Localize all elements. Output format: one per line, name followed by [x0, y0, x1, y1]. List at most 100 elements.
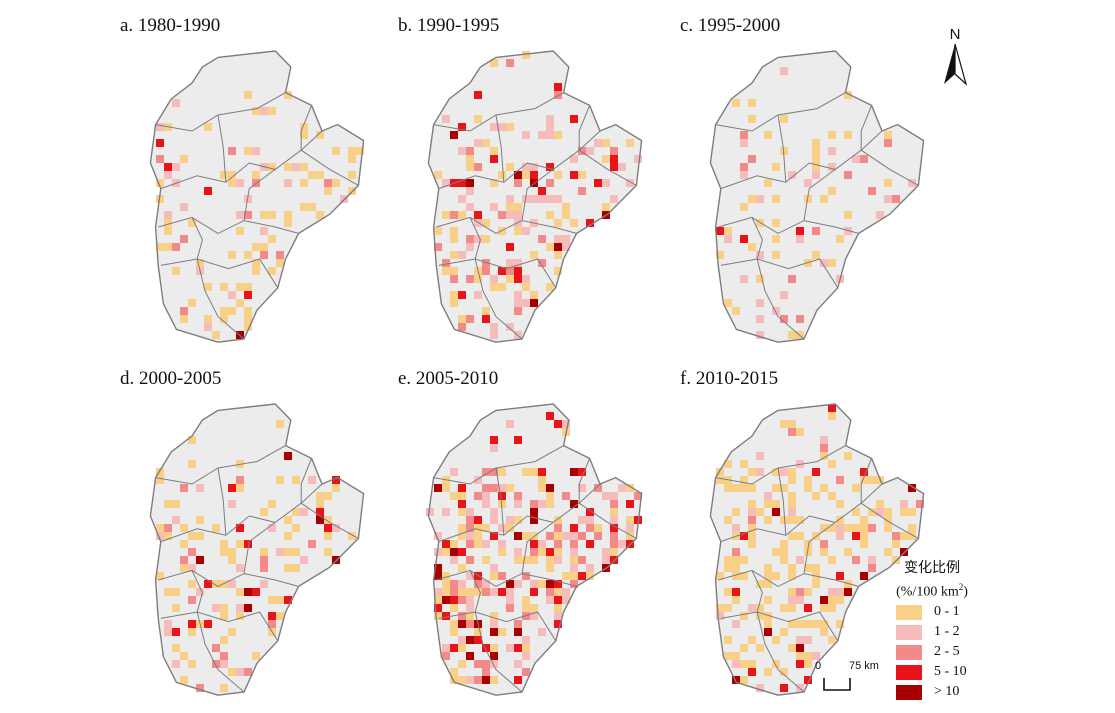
- change-cell: [490, 612, 498, 620]
- change-cell: [820, 524, 828, 532]
- panel-title-c: c. 1995-2000: [680, 15, 781, 36]
- change-cell: [514, 556, 522, 564]
- change-cell: [490, 323, 498, 331]
- change-cell: [204, 323, 212, 331]
- change-cell: [458, 500, 466, 508]
- change-cell: [788, 508, 796, 516]
- change-cell: [466, 556, 474, 564]
- change-cell: [740, 484, 748, 492]
- change-cell: [252, 147, 260, 155]
- change-cell: [316, 508, 324, 516]
- change-cell: [482, 492, 490, 500]
- district-boundary: [300, 105, 359, 186]
- change-cell: [434, 227, 442, 235]
- change-cell: [490, 436, 498, 444]
- change-cell: [236, 604, 244, 612]
- change-cell: [458, 548, 466, 556]
- change-cell: [220, 652, 228, 660]
- district-boundary: [438, 258, 557, 289]
- change-cell: [900, 508, 908, 516]
- change-cell: [828, 187, 836, 195]
- change-cell: [852, 508, 860, 516]
- change-cell: [796, 636, 804, 644]
- legend-swatch-0-1: [896, 604, 922, 620]
- change-cell: [188, 620, 196, 628]
- change-cell: [172, 267, 180, 275]
- change-cell: [292, 476, 300, 484]
- change-cell: [474, 516, 482, 524]
- change-cell: [724, 588, 732, 596]
- change-cell: [884, 131, 892, 139]
- change-cell: [220, 684, 228, 692]
- change-cell: [828, 556, 836, 564]
- change-cell: [522, 652, 530, 660]
- change-cell: [788, 564, 796, 572]
- change-cell: [284, 596, 292, 604]
- change-cell: [756, 299, 764, 307]
- change-cell: [490, 652, 498, 660]
- change-cell: [164, 500, 172, 508]
- district-boundary: [474, 611, 523, 693]
- change-cell: [836, 572, 844, 580]
- change-cell: [308, 203, 316, 211]
- change-cell: [884, 548, 892, 556]
- change-cell: [458, 123, 466, 131]
- change-cell: [732, 620, 740, 628]
- district-boundary: [196, 611, 245, 693]
- change-cell: [586, 540, 594, 548]
- change-cell: [156, 524, 164, 532]
- change-cell: [466, 179, 474, 187]
- change-cell: [466, 315, 474, 323]
- change-cell: [442, 267, 450, 275]
- change-cell: [812, 139, 820, 147]
- change-cell: [260, 564, 268, 572]
- change-cell: [172, 500, 180, 508]
- change-cell: [514, 203, 522, 211]
- change-cell: [220, 540, 228, 548]
- change-cell: [828, 596, 836, 604]
- change-cell: [780, 291, 788, 299]
- change-cell: [164, 628, 172, 636]
- change-cell: [324, 492, 332, 500]
- change-cell: [482, 644, 490, 652]
- change-cell: [482, 235, 490, 243]
- change-cell: [756, 508, 764, 516]
- change-cell: [836, 516, 844, 524]
- change-cell: [260, 227, 268, 235]
- change-cell: [450, 492, 458, 500]
- district-boundary: [191, 217, 203, 260]
- change-cell: [740, 612, 748, 620]
- change-cell: [554, 548, 562, 556]
- change-cell: [908, 524, 916, 532]
- change-cell: [780, 668, 788, 676]
- change-cell: [156, 179, 164, 187]
- change-cell: [538, 580, 546, 588]
- change-cell: [268, 267, 276, 275]
- change-cell: [458, 660, 466, 668]
- change-cell: [220, 315, 228, 323]
- change-cell: [474, 540, 482, 548]
- change-cell: [804, 484, 812, 492]
- change-cell: [514, 676, 522, 684]
- change-cell: [260, 251, 268, 259]
- change-cell: [732, 99, 740, 107]
- change-cell: [764, 516, 772, 524]
- change-cell: [434, 604, 442, 612]
- change-cell: [466, 572, 474, 580]
- change-cell: [276, 251, 284, 259]
- map-svg: [427, 50, 643, 343]
- change-cell: [546, 548, 554, 556]
- change-cell: [180, 556, 188, 564]
- change-cell: [546, 588, 554, 596]
- change-cell: [844, 91, 852, 99]
- change-cell: [748, 604, 756, 612]
- change-cell: [466, 588, 474, 596]
- change-cell: [300, 131, 308, 139]
- change-cell: [586, 564, 594, 572]
- change-cell: [498, 468, 506, 476]
- change-cell: [466, 516, 474, 524]
- change-cell: [292, 524, 300, 532]
- district-boundary: [217, 467, 227, 536]
- change-cell: [164, 588, 172, 596]
- change-cell: [554, 243, 562, 251]
